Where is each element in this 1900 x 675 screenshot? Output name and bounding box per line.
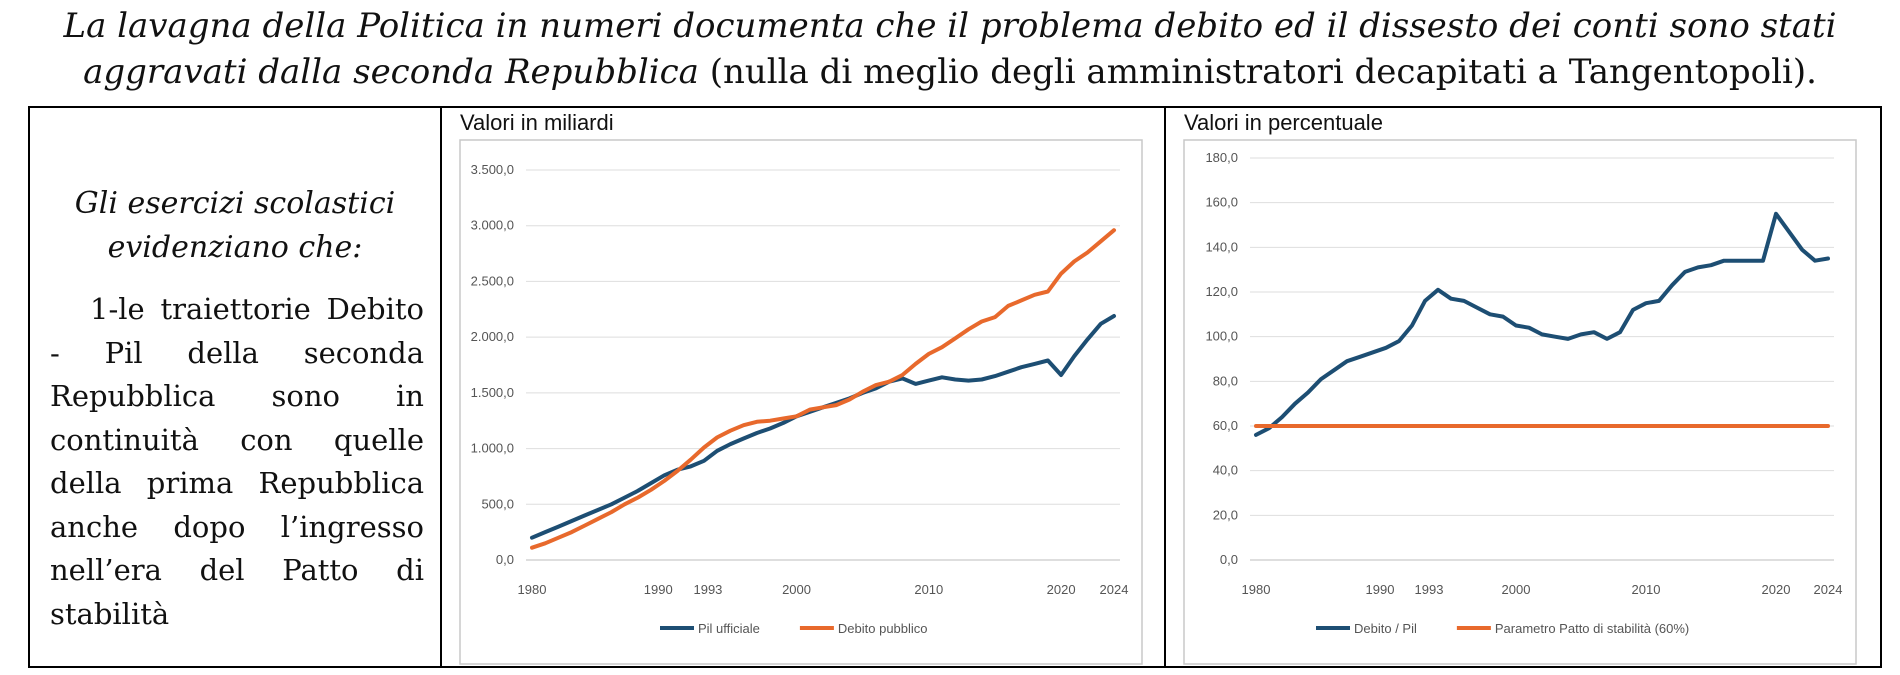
title-italic-2: aggravati dalla seconda Repubblica: [83, 52, 699, 92]
chart-miliardi: 0,0 500,0 1.000,0 1.500,0 2.000,0 2.500,0 3.00…: [459, 139, 1143, 665]
y-tick-label: 2.000,0: [471, 329, 514, 344]
x-tick-label: 1990: [1366, 582, 1395, 597]
left-body-content: 1-le traiettorie Debito - Pil della seco…: [50, 292, 424, 631]
y-tick-label: 3.500,0: [471, 162, 514, 177]
title-italic-1: La lavagna della Politica in numeri docu…: [63, 6, 1837, 46]
y-tick-label: 40,0: [1213, 463, 1238, 478]
x-tick-label: 2020: [1047, 582, 1076, 597]
chart-cell-miliardi: Valori in miliardi 0,0 500,0 1.000,0 1.500,…: [442, 108, 1166, 666]
y-tick-label: 3.000,0: [471, 218, 514, 233]
x-tick-label: 2010: [914, 582, 943, 597]
chart-frame: [459, 139, 1143, 665]
x-tick-label: 1980: [518, 582, 547, 597]
legend-label: Parametro Patto di stabilità (60%): [1495, 621, 1689, 636]
x-tick-label: 2000: [1502, 582, 1531, 597]
x-tick-label: 2024: [1100, 582, 1129, 597]
x-tick-label: 2020: [1762, 582, 1791, 597]
series-line: [1254, 211, 1830, 437]
legend-label: Pil ufficiale: [698, 621, 760, 636]
y-tick-label: 0,0: [496, 552, 514, 567]
y-tick-label: 20,0: [1213, 507, 1238, 522]
chart-title-miliardi: Valori in miliardi: [460, 110, 614, 135]
content-table: Gli esercizi scolastici evidenziano che:…: [28, 106, 1882, 668]
chart-title-percentuale: Valori in percentuale: [1184, 110, 1383, 135]
y-tick-label: 180,0: [1205, 150, 1238, 165]
series-line: [530, 228, 1116, 550]
legend-label: Debito / Pil: [1354, 621, 1417, 636]
y-tick-label: 60,0: [1213, 418, 1238, 433]
chart-cell-percentuale: Valori in percentuale 0,0 20,0 40,0 60,0 80,…: [1166, 108, 1880, 666]
page-title-line-2: aggravati dalla seconda Repubblica (null…: [0, 48, 1900, 96]
chart-frame: [1183, 139, 1857, 665]
x-tick-label: 2024: [1814, 582, 1843, 597]
x-tick-label: 2000: [782, 582, 811, 597]
x-tick-label: 1993: [693, 582, 722, 597]
y-tick-label: 140,0: [1205, 239, 1238, 254]
x-tick-label: 1990: [644, 582, 673, 597]
left-text-cell: Gli esercizi scolastici evidenziano che:…: [30, 108, 442, 666]
y-tick-label: 80,0: [1213, 373, 1238, 388]
y-tick-label: 100,0: [1205, 329, 1238, 344]
title-normal-2: (nulla di meglio degli amministratori de…: [698, 52, 1817, 92]
left-body-text: 1-le traiettorie Debito - Pil della seco…: [50, 288, 424, 636]
y-tick-label: 500,0: [481, 496, 514, 511]
y-tick-label: 1.000,0: [471, 441, 514, 456]
x-tick-label: 1980: [1242, 582, 1271, 597]
y-tick-label: 120,0: [1205, 284, 1238, 299]
x-tick-label: 2010: [1632, 582, 1661, 597]
x-tick-label: 1993: [1415, 582, 1444, 597]
left-heading: Gli esercizi scolastici evidenziano che:: [74, 186, 396, 265]
y-tick-label: 1.500,0: [471, 385, 514, 400]
y-tick-label: 0,0: [1220, 552, 1238, 567]
legend-label: Debito pubblico: [838, 621, 928, 636]
y-tick-label: 2.500,0: [471, 273, 514, 288]
y-tick-label: 160,0: [1205, 195, 1238, 210]
page-title-line-1: La lavagna della Politica in numeri docu…: [0, 2, 1900, 50]
chart-percentuale: 0,0 20,0 40,0 60,0 80,0 100,0 120,0 140,0 160,0 1…: [1183, 139, 1857, 665]
